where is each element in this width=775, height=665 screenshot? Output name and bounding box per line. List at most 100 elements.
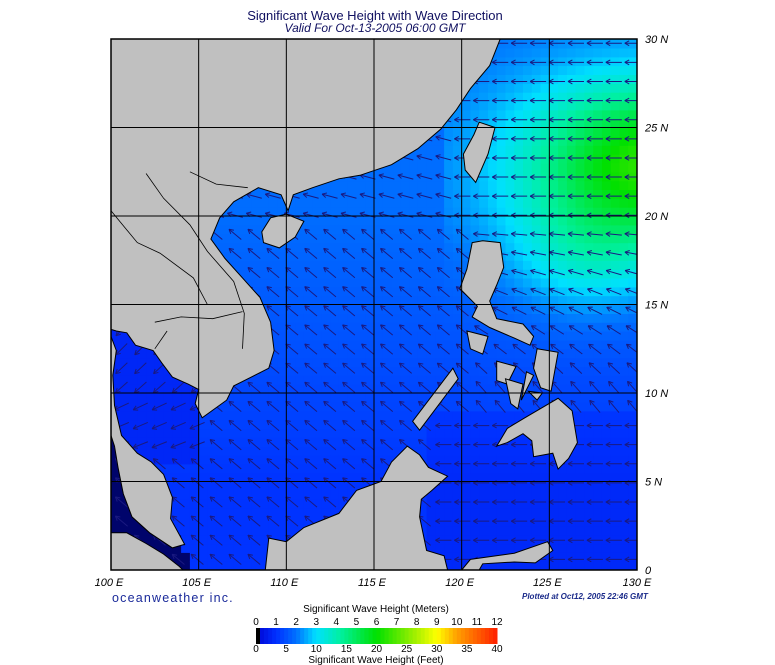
colorbar-swatch: [428, 628, 434, 644]
wave-height-cell: [479, 490, 489, 500]
wave-height-cell: [225, 251, 235, 261]
wave-height-cell: [628, 154, 637, 164]
wave-height-cell: [216, 428, 226, 438]
wave-height-cell: [610, 162, 621, 173]
wave-height-cell: [488, 74, 498, 84]
wave-direction-arrow: [475, 399, 487, 413]
wave-height-cell: [268, 331, 279, 341]
wave-height-cell: [593, 83, 603, 93]
wave-height-cell: [172, 543, 182, 553]
wave-height-cell: [242, 224, 252, 235]
wave-height-cell: [628, 552, 637, 562]
wave-direction-arrow: [625, 325, 637, 334]
wave-height-cell: [146, 446, 156, 456]
wave-height-cell: [628, 242, 637, 253]
wave-height-cell: [163, 375, 173, 385]
wave-height-cell: [566, 463, 577, 474]
wave-height-cell: [435, 180, 445, 190]
wave-direction-arrow: [323, 247, 337, 260]
wave-height-cell: [584, 508, 594, 518]
colorbar-swatch: [284, 628, 289, 644]
wave-height-cell: [619, 393, 629, 403]
wave-height-cell: [531, 269, 542, 279]
wave-height-cell: [549, 251, 559, 261]
wave-height-cell: [163, 419, 173, 429]
wave-height-cell: [496, 419, 507, 429]
wave-height-cell: [312, 224, 322, 235]
wave-height-cell: [233, 260, 244, 270]
wave-height-cell: [575, 162, 585, 173]
wave-height-cell: [488, 446, 498, 456]
wave-direction-arrow: [473, 193, 490, 200]
wave-height-cell: [295, 384, 305, 394]
wave-height-cell: [417, 437, 428, 447]
wave-height-cell: [277, 313, 287, 323]
wave-height-cell: [347, 410, 358, 421]
wave-height-cell: [260, 366, 270, 376]
wave-height-cell: [488, 419, 498, 429]
wave-height-cell: [111, 393, 121, 403]
wave-height-cell: [505, 92, 515, 102]
wave-height-cell: [189, 490, 200, 500]
wave-height-cell: [575, 295, 585, 306]
wave-height-cell: [593, 251, 603, 261]
wave-height-cell: [601, 446, 612, 456]
wave-height-cell: [189, 401, 200, 412]
wave-height-cell: [356, 375, 366, 385]
wave-height-cell: [531, 525, 542, 536]
wave-height-cell: [575, 401, 585, 412]
wave-height-cell: [242, 446, 252, 456]
wave-height-cell: [251, 410, 261, 421]
wave-height-cell: [610, 419, 621, 429]
wave-direction-arrow: [323, 362, 337, 374]
wave-height-cell: [496, 92, 507, 102]
wave-direction-arrow: [361, 419, 375, 432]
wave-height-cell: [628, 47, 637, 58]
wave-height-cell: [312, 490, 322, 500]
wave-height-cell: [575, 543, 585, 553]
wave-height-cell: [382, 233, 393, 244]
colorbar-swatch: [408, 628, 414, 644]
wave-height-cell: [303, 463, 314, 474]
wave-direction-arrow: [247, 419, 261, 432]
wave-height-cell: [444, 366, 454, 376]
wave-height-cell: [242, 534, 252, 545]
wave-direction-arrow: [342, 381, 356, 393]
wave-height-cell: [374, 189, 384, 199]
wave-height-cell: [181, 401, 191, 412]
wave-direction-arrow: [567, 537, 584, 544]
wave-height-cell: [505, 269, 515, 279]
wave-height-cell: [409, 401, 419, 412]
wave-direction-arrow: [266, 267, 280, 279]
wave-height-cell: [523, 224, 533, 235]
wave-height-cell: [523, 145, 533, 155]
wave-height-cell: [312, 260, 322, 270]
wave-direction-arrow: [361, 400, 375, 412]
wave-direction-arrow: [304, 400, 318, 412]
wave-height-cell: [549, 154, 559, 164]
wave-height-cell: [558, 74, 568, 84]
wave-height-cell: [619, 313, 629, 323]
wave-height-cell: [593, 74, 603, 84]
wave-height-cell: [137, 437, 147, 447]
wave-height-cell: [189, 446, 200, 456]
wave-height-cell: [575, 393, 585, 403]
wave-height-cell: [365, 366, 375, 376]
wave-height-cell: [426, 525, 436, 536]
wave-height-cell: [286, 499, 296, 509]
wave-height-cell: [409, 393, 419, 403]
wave-height-cell: [277, 375, 287, 385]
wave-height-cell: [128, 357, 138, 367]
wave-height-cell: [505, 348, 515, 359]
colorbar-swatch: [476, 628, 482, 644]
latitude-labels: 05 N10 N15 N20 N25 N30 N: [644, 34, 668, 577]
wave-direction-arrow: [492, 193, 509, 200]
wave-height-cell: [154, 463, 165, 474]
wave-height-cell: [154, 446, 165, 456]
wave-direction-arrow: [475, 380, 487, 394]
wave-height-cell: [295, 454, 305, 465]
wave-height-cell: [601, 136, 612, 146]
wave-height-cell: [277, 384, 287, 394]
wave-height-cell: [444, 561, 454, 570]
wave-height-cell: [610, 454, 621, 465]
